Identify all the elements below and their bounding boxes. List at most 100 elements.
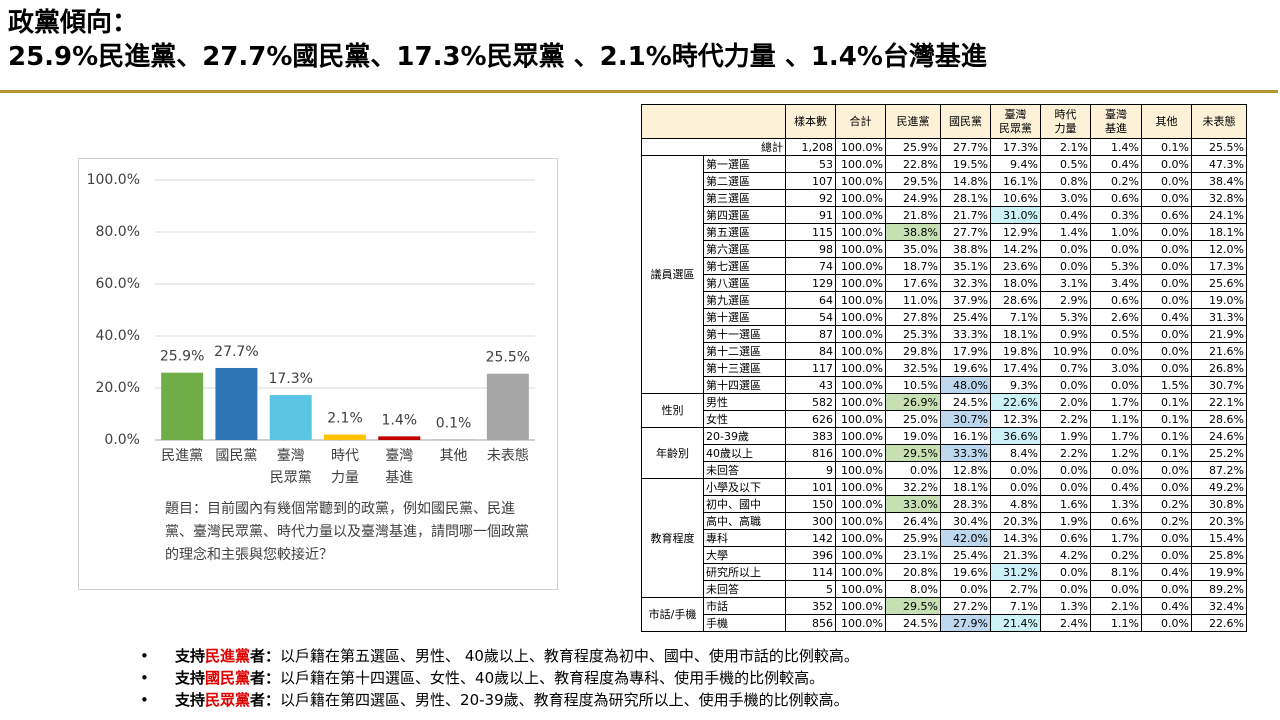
cell: 26.9% — [885, 393, 941, 411]
cell: 2.2% — [1040, 410, 1091, 428]
cell: 17.3% — [1191, 257, 1247, 275]
cell: 0.4% — [1040, 206, 1091, 224]
cell: 582 — [785, 393, 836, 411]
y-tick-label: 20.0% — [96, 380, 140, 396]
cell: 29.5% — [885, 172, 941, 190]
cell: 0.1% — [1141, 410, 1192, 428]
data-row: 未回答 5 100.0% 8.0% 0.0% 2.7% 0.0% 0.0% 0.0% 89.2% — [642, 580, 1247, 598]
cell: 100.0% — [835, 461, 886, 479]
cell: 17.9% — [940, 342, 991, 360]
cell: 0.4% — [1141, 308, 1192, 326]
cell: 22.8% — [885, 155, 941, 173]
row-label: 第六選區 — [703, 240, 786, 258]
row-label: 第七選區 — [703, 257, 786, 275]
cell: 24.6% — [1191, 427, 1247, 445]
cell: 0.0% — [1090, 461, 1142, 479]
cell: 0.1% — [1141, 393, 1192, 411]
cell: 20.8% — [885, 563, 941, 581]
cell: 21.7% — [940, 206, 991, 224]
cell: 0.5% — [1090, 325, 1142, 343]
cell: 20.3% — [990, 512, 1041, 530]
cell: 0.0% — [1141, 172, 1192, 190]
column-header: 臺灣 民眾黨 — [990, 104, 1041, 139]
cell: 100.0% — [835, 308, 886, 326]
cell: 9 — [785, 461, 836, 479]
cell: 115 — [785, 223, 836, 241]
row-label: 總計 — [641, 138, 786, 156]
cell: 0.6% — [1090, 512, 1142, 530]
cell: 100.0% — [835, 172, 886, 190]
row-label: 40歲以上 — [703, 444, 786, 462]
data-row: 教育程度 小學及以下 101 100.0% 32.2% 18.1% 0.0% 0.0% 0.4%… — [641, 478, 1247, 598]
cell: 8.4% — [990, 444, 1041, 462]
cell: 30.4% — [940, 512, 991, 530]
cell: 0.0% — [1141, 240, 1192, 258]
cell: 5.3% — [1040, 308, 1091, 326]
note-tail: 者： — [250, 647, 281, 665]
note-item: • 支持民進黨者：以戶籍在第五選區、男性、 40歲以上、教育程度為初中、國中、使用… — [140, 645, 859, 667]
cell: 27.8% — [885, 308, 941, 326]
cell: 100.0% — [835, 155, 886, 173]
cell: 21.9% — [1191, 325, 1247, 343]
bar — [215, 367, 258, 440]
cell: 100.0% — [835, 580, 886, 598]
cell: 31.3% — [1191, 308, 1247, 326]
cell: 64 — [785, 291, 836, 309]
note-item: • 支持民眾黨者：以戶籍在第四選區、男性、20-39歲、教育程度為研究所以上、使用… — [140, 689, 859, 711]
x-tick-label: 國民黨 — [215, 448, 258, 464]
data-row: 第三選區 92 100.0% 24.9% 28.1% 10.6% 3.0% 0.6% 0.0% 3… — [642, 189, 1247, 207]
group-label: 議員選區 — [641, 155, 704, 394]
cell: 35.1% — [940, 257, 991, 275]
bar — [486, 373, 529, 440]
cell: 0.0% — [1040, 376, 1091, 394]
row-label: 第五選區 — [703, 223, 786, 241]
data-row: 專科 142 100.0% 25.9% 42.0% 14.3% 0.6% 1.7% 0.0% 15… — [642, 529, 1247, 547]
row-label: 第三選區 — [703, 189, 786, 207]
cell: 11.0% — [885, 291, 941, 309]
row-label: 手機 — [703, 614, 786, 632]
cell: 89.2% — [1191, 580, 1247, 598]
note-text: 以戶籍在第十四選區、女性、40歲以上、教育程度為專科、使用手機的比例較高。 — [280, 669, 825, 687]
group-label: 市話/手機 — [641, 597, 704, 632]
cell: 43 — [785, 376, 836, 394]
data-row: 第十三選區 117 100.0% 32.5% 19.6% 17.4% 0.7% 3.0% 0.0… — [642, 359, 1247, 377]
cell: 100.0% — [835, 597, 886, 615]
cell: 26.8% — [1191, 359, 1247, 377]
cell: 18.1% — [1191, 223, 1247, 241]
row-label: 第十選區 — [703, 308, 786, 326]
cell: 3.4% — [1090, 274, 1142, 292]
cell: 0.0% — [1040, 580, 1091, 598]
cell: 0.0% — [1141, 257, 1192, 275]
cell: 24.5% — [885, 614, 941, 632]
cell: 32.3% — [940, 274, 991, 292]
cell: 1.1% — [1090, 410, 1142, 428]
cell: 19.6% — [940, 563, 991, 581]
cell: 29.5% — [885, 444, 941, 462]
cell: 0.2% — [1090, 172, 1142, 190]
cell: 100.0% — [835, 563, 886, 581]
row-label: 20-39歲 — [703, 427, 786, 445]
cell: 18.1% — [990, 325, 1041, 343]
cell: 28.6% — [1191, 410, 1247, 428]
cell: 87 — [785, 325, 836, 343]
title: 政黨傾向： — [8, 8, 139, 38]
data-row: 研究所以上 114 100.0% 20.8% 19.6% 31.2% 0.0% 8.1% 0.4… — [642, 563, 1247, 581]
cell: 0.0% — [1090, 376, 1142, 394]
cell: 1.6% — [1040, 495, 1091, 513]
column-header: 未表態 — [1191, 104, 1247, 139]
cell: 32.8% — [1191, 189, 1247, 207]
cell: 352 — [785, 597, 836, 615]
crosstab: 樣本數 合計 民進黨 國民黨 臺灣 民眾黨 時代 力量 臺灣 基進 其他 未表態 總計 1,208 1… — [641, 104, 1247, 632]
cell: 84 — [785, 342, 836, 360]
cell: 0.0% — [1141, 478, 1192, 496]
data-row: 性別 男性 582 100.0% 26.9% 24.5% 22.6% 2.0% 1.7% 0.1%… — [641, 393, 1247, 428]
cell: 0.0% — [940, 580, 991, 598]
value-label: 25.5% — [486, 350, 530, 366]
group-label: 性別 — [641, 393, 704, 428]
cell: 100.0% — [835, 359, 886, 377]
data-row: 第七選區 74 100.0% 18.7% 35.1% 23.6% 0.0% 5.3% 0.0% 1… — [642, 257, 1247, 275]
cell: 0.6% — [1040, 529, 1091, 547]
cell: 54 — [785, 308, 836, 326]
cell: 0.0% — [1040, 240, 1091, 258]
bullet: • — [140, 691, 149, 709]
